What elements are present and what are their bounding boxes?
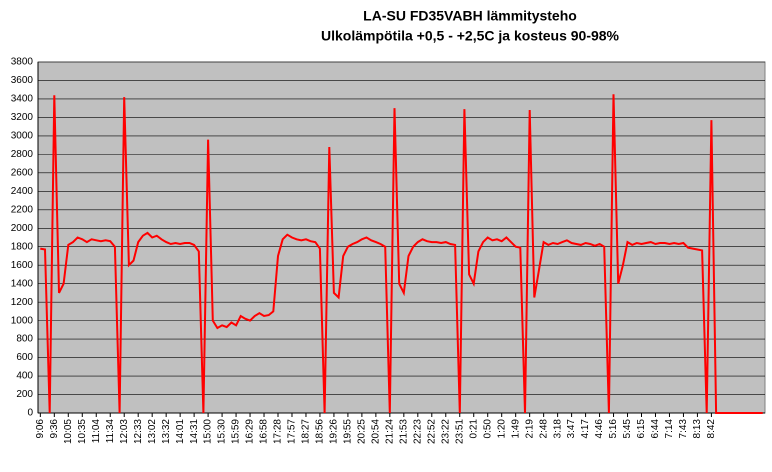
x-tick-label: 22:23	[412, 419, 423, 444]
x-tick-label: 8:13	[692, 419, 703, 439]
y-tick-label: 0	[27, 408, 33, 419]
x-tick-label: 14:01	[175, 419, 186, 444]
x-tick-label: 16:58	[259, 419, 270, 444]
x-tick-label: 13:02	[147, 419, 158, 444]
plot-area	[37, 61, 766, 414]
x-tick-label: 23:22	[440, 419, 451, 444]
x-tick-label: 6:44	[650, 419, 661, 439]
x-tick-label: 8:42	[706, 419, 717, 439]
x-tick-label: 9:06	[35, 419, 46, 439]
y-tick-label: 3600	[11, 75, 34, 86]
x-tick-label: 0:21	[468, 419, 479, 439]
chart-subtitle: Ulkolämpötila +0,5 - +2,5C ja kosteus 90…	[321, 28, 620, 44]
y-tick-label: 200	[16, 389, 33, 400]
y-tick-label: 3800	[11, 57, 34, 68]
x-tick-label: 16:29	[245, 419, 256, 444]
x-tick-label: 15:59	[231, 419, 242, 444]
y-tick-label: 1400	[11, 278, 34, 289]
x-tick-label: 7:14	[664, 419, 675, 439]
y-tick-label: 2800	[11, 149, 34, 160]
x-tick-label: 12:03	[119, 419, 130, 444]
x-tick-label: 20:54	[371, 419, 382, 444]
y-tick-label: 3000	[11, 131, 34, 142]
y-tick-label: 1600	[11, 260, 34, 271]
x-tick-label: 23:51	[454, 419, 465, 444]
x-tick-label: 15:00	[203, 419, 214, 444]
y-tick-label: 2200	[11, 204, 34, 215]
y-tick-label: 800	[16, 334, 33, 345]
x-tick-label: 1:49	[510, 419, 521, 439]
y-tick-label: 2600	[11, 167, 34, 178]
x-tick-label: 11:34	[105, 419, 116, 444]
x-tick-label: 19:26	[329, 419, 340, 444]
x-tick-label: 3:47	[566, 419, 577, 439]
x-tick-label: 9:36	[49, 419, 60, 439]
x-tick-label: 17:28	[273, 419, 284, 444]
x-tick-label: 12:33	[133, 419, 144, 444]
x-tick-label: 18:56	[315, 419, 326, 444]
y-tick-label: 3400	[11, 94, 34, 105]
y-tick-label: 600	[16, 352, 33, 363]
chart-title: LA-SU FD35VABH lämmitysteho	[363, 8, 577, 24]
y-tick-label: 3200	[11, 112, 34, 123]
x-tick-label: 2:48	[538, 419, 549, 439]
y-tick-label: 2000	[11, 223, 34, 234]
x-tick-label: 10:35	[77, 419, 88, 444]
x-tick-label: 11:04	[91, 419, 102, 444]
x-tick-label: 6:15	[636, 419, 647, 439]
x-tick-label: 21:24	[384, 419, 395, 444]
x-tick-label: 17:57	[287, 419, 298, 444]
data-line	[40, 94, 763, 414]
x-tick-label: 13:32	[161, 419, 172, 444]
x-tick-label: 14:31	[189, 419, 200, 444]
x-tick-label: 5:45	[622, 419, 633, 439]
x-tick-label: 5:16	[608, 419, 619, 439]
y-tick-label: 400	[16, 371, 33, 382]
x-tick-label: 0:50	[482, 419, 493, 439]
y-tick-label: 1800	[11, 241, 34, 252]
x-tick-label: 4:46	[594, 419, 605, 439]
x-tick-label: 4:17	[580, 419, 591, 439]
x-tick-label: 2:19	[524, 419, 535, 439]
y-tick-label: 2400	[11, 186, 34, 197]
y-tick-label: 1000	[11, 315, 34, 326]
x-tick-label: 7:43	[678, 419, 689, 439]
x-tick-label: 1:20	[496, 419, 507, 439]
x-tick-label: 20:25	[357, 419, 368, 444]
x-tick-label: 19:55	[343, 419, 354, 444]
x-tick-label: 10:05	[63, 419, 74, 444]
x-tick-label: 15:30	[217, 419, 228, 444]
x-tick-label: 18:27	[301, 419, 312, 444]
x-tick-label: 22:52	[426, 419, 437, 444]
y-tick-label: 1200	[11, 297, 34, 308]
x-tick-label: 3:18	[552, 419, 563, 439]
x-tick-label: 21:53	[398, 419, 409, 444]
